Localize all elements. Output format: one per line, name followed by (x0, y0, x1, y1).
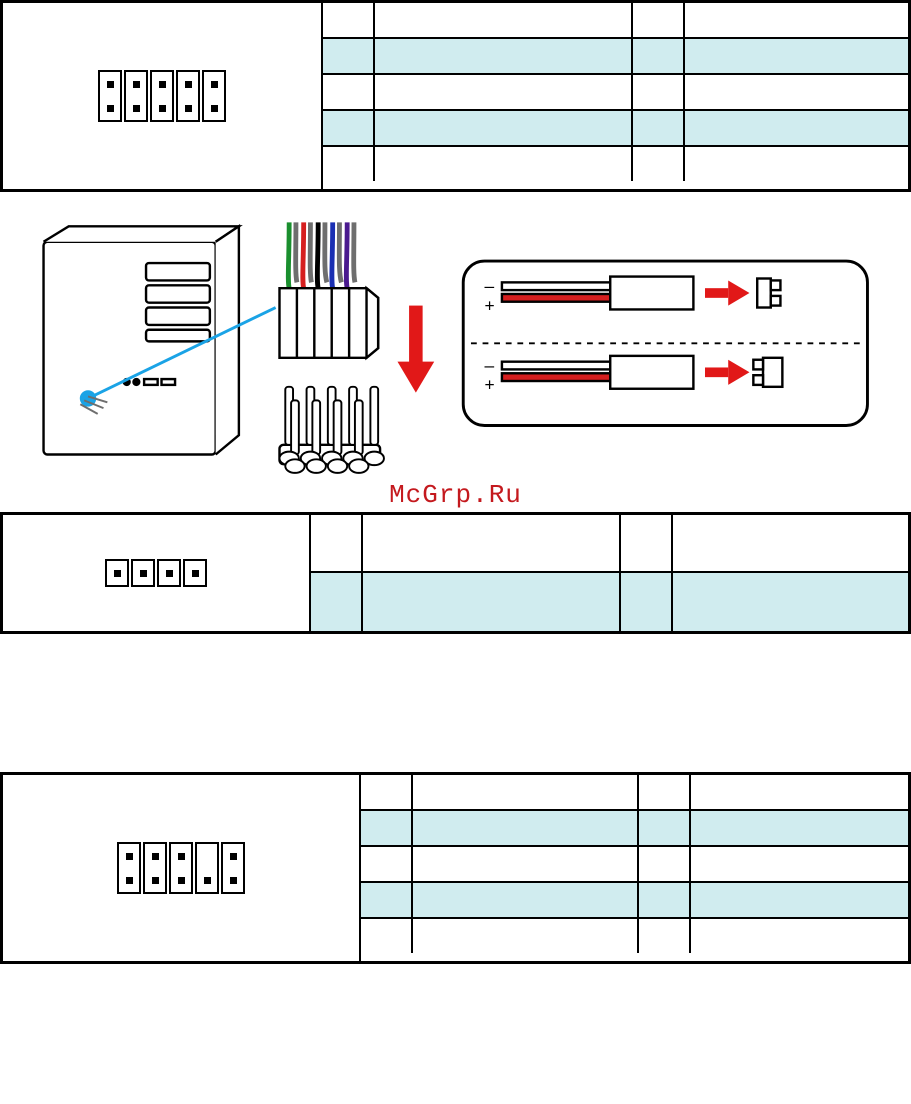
table-rows (311, 515, 908, 631)
table-jfp1 (0, 0, 911, 192)
plus-label: + (485, 295, 495, 315)
table-rows (361, 775, 908, 961)
front-panel-illustration: – + (0, 210, 911, 486)
pin-header-1x4-icon (105, 559, 207, 587)
table-row (361, 775, 908, 811)
connector-block-icon (279, 222, 378, 357)
table-row (361, 847, 908, 883)
arrow-down-icon (397, 306, 434, 393)
table-rows (323, 3, 908, 189)
illustration-svg: – + (30, 218, 881, 486)
table-speaker (0, 512, 911, 634)
minus-label: – (485, 276, 495, 296)
pin-header-2x5-icon (98, 70, 226, 122)
spacer (0, 652, 911, 772)
table-row (361, 811, 908, 847)
table-row (361, 883, 908, 919)
pin-header-2x5-keyed-icon (117, 842, 245, 894)
table-row (323, 75, 908, 111)
table-row (323, 39, 908, 75)
diagram-cell-jaud (3, 775, 361, 961)
plus-label: + (485, 375, 495, 395)
table-row (311, 573, 908, 631)
table-row (323, 3, 908, 39)
diagram-cell-speaker (3, 515, 311, 631)
diagram-cell-jfp1 (3, 3, 323, 189)
mobo-pin-header-icon (279, 387, 383, 473)
table-row (323, 111, 908, 147)
minus-label: – (485, 355, 495, 375)
table-row (323, 147, 908, 181)
table-row (361, 919, 908, 953)
table-row (311, 515, 908, 573)
table-jaud (0, 772, 911, 964)
